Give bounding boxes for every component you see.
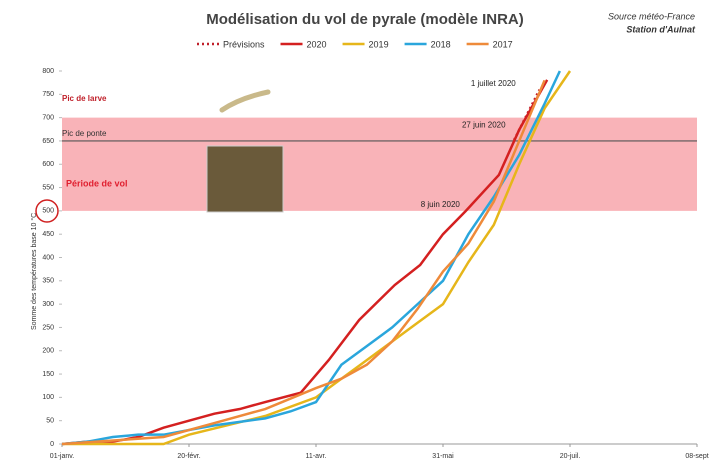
plot-area: Période de vol Pic de ponte Pic de larve 0 5… — [42, 68, 708, 460]
annotation: 8 juin 2020 — [421, 200, 461, 209]
level-label: Pic de larve — [62, 94, 107, 103]
y-tick-label: 500 — [42, 208, 54, 215]
x-tick-label: 11-avr. — [306, 453, 327, 460]
y-tick-label: 200 — [42, 348, 54, 355]
y-tick-label: 300 — [42, 301, 54, 308]
x-tick-label: 08-sept — [685, 453, 708, 460]
y-tick-label: 250 — [42, 324, 54, 331]
band-label: Période de vol — [66, 179, 128, 189]
source: Source météo-France — [608, 11, 695, 21]
x-tick-label: 20-juil. — [560, 453, 581, 460]
source: Station d'Aulnat — [626, 24, 696, 34]
y-tick-label: 400 — [42, 254, 54, 261]
moth-photo — [207, 146, 283, 212]
legend-label: 2017 — [493, 39, 513, 49]
chart: Modélisation du vol de pyrale (modèle IN… — [0, 0, 709, 466]
y-tick-label: 800 — [42, 68, 54, 75]
y-axis-title: Somme des températures base 10 °C — [30, 213, 38, 330]
x-tick-label: 20-févr. — [177, 453, 200, 460]
y-tick-label: 0 — [50, 441, 54, 448]
y-tick-label: 100 — [42, 394, 54, 401]
legend-label: Prévisions — [223, 39, 265, 49]
y-tick-label: 550 — [42, 184, 54, 191]
legend-label: 2018 — [431, 39, 451, 49]
x-tick-label: 31-mai — [432, 453, 454, 460]
band — [62, 118, 697, 211]
y-tick-label: 350 — [42, 278, 54, 285]
y-tick-label: 750 — [42, 91, 54, 98]
x-tick-label: 01-janv. — [50, 453, 74, 460]
y-tick-label: 150 — [42, 371, 54, 378]
y-tick-label: 650 — [42, 138, 54, 145]
y-tick-label: 50 — [46, 418, 54, 425]
legend-label: 2019 — [369, 39, 389, 49]
annotation: 1 juillet 2020 — [471, 79, 516, 88]
threshold-label: Pic de ponte — [62, 129, 107, 138]
y-tick-label: 450 — [42, 231, 54, 238]
larva-image — [222, 92, 268, 110]
annotation: 27 juin 2020 — [462, 121, 506, 130]
y-tick-label: 600 — [42, 161, 54, 168]
y-tick-label: 700 — [42, 114, 54, 121]
chart-title: Modélisation du vol de pyrale (modèle IN… — [206, 11, 524, 28]
legend-label: 2020 — [307, 39, 327, 49]
